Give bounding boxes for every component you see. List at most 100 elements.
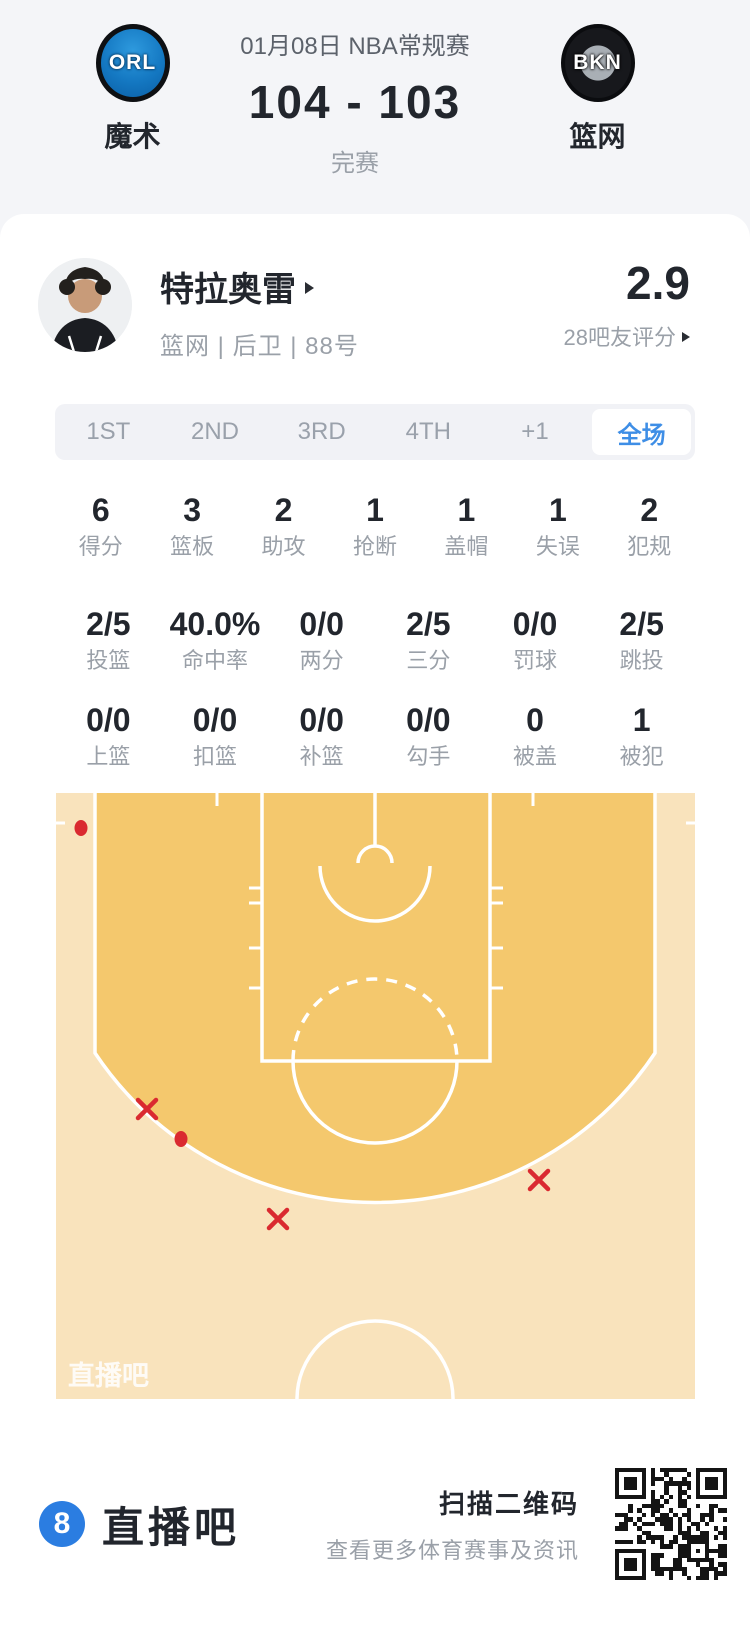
stat-label: 投篮 [86, 648, 131, 673]
stat-value: 2/5 [406, 606, 451, 642]
stat-label: 犯规 [627, 534, 672, 559]
player-stats-card: 特拉奥雷 篮网 | 后卫 | 88号 2.9 28吧友评分 1ST 2ND 3RD 4… [0, 214, 750, 1629]
stat-cell: 1 失误 [512, 493, 603, 559]
stat-value: 0/0 [192, 702, 238, 738]
stat-label: 命中率 [181, 648, 248, 673]
tab-full[interactable]: 全场 [592, 409, 691, 455]
qr-subtitle: 查看更多体育赛事及资讯 [325, 1537, 579, 1563]
stats-grid: 6 得分 3 篮板 2 助攻 1 抢断 1 盖帽 1 失误 2 犯规 2/5 投篮 40.0% 命中率 0/0 两分 2… [0, 493, 750, 769]
stat-cell: 1 被犯 [588, 703, 695, 769]
rim-arc [356, 844, 394, 864]
rating-value: 2.9 [626, 257, 690, 309]
away-team-name: 篮网 [569, 121, 626, 152]
stat-value: 2/5 [619, 606, 664, 642]
player-identity[interactable]: 特拉奥雷 篮网 | 后卫 | 88号 [160, 258, 359, 361]
stat-row: 0/0 上篮 0/0 扣篮 0/0 补篮 0/0 勾手 0 被盖 1 被犯 [0, 703, 750, 769]
rating-label-line[interactable]: 28吧友评分 [564, 320, 690, 352]
game-score: 104 - 103 [248, 76, 462, 128]
qr-code [615, 1468, 727, 1580]
stat-value: 0 [526, 702, 544, 738]
home-team-name: 魔术 [104, 121, 161, 152]
stat-value: 0/0 [512, 606, 558, 642]
stat-cell: 0/0 补篮 [268, 703, 375, 769]
stat-label: 被盖 [512, 744, 557, 769]
court-watermark: 直播吧 [68, 1361, 149, 1391]
stat-label: 盖帽 [444, 534, 489, 559]
qr-title: 扫描二维码 [438, 1488, 579, 1519]
player-avatar [38, 258, 132, 352]
shot-markers [74, 820, 551, 1231]
stat-value: 2 [640, 492, 659, 528]
stat-label: 篮板 [170, 534, 215, 559]
rating-label: 28吧友评分 [563, 325, 676, 350]
match-header: ORL 魔术 01月08日 NBA常规赛 104 - 103 完赛 BKN 篮网 [0, 0, 750, 214]
stat-label: 被犯 [619, 744, 664, 769]
stat-value: 2/5 [86, 606, 131, 642]
footer-brand: 直播吧 [102, 1503, 241, 1551]
stat-cell: 3 篮板 [146, 493, 237, 559]
stat-label: 扣篮 [192, 744, 237, 769]
stat-cell: 2/5 投篮 [55, 607, 162, 673]
app-footer: 8 直播吧 扫描二维码 查看更多体育赛事及资讯 [0, 1468, 750, 1580]
player-name-line[interactable]: 特拉奥雷 [160, 262, 359, 311]
stat-row: 2/5 投篮 40.0% 命中率 0/0 两分 2/5 三分 0/0 罚球 2/5 跳投 [0, 607, 750, 673]
rating-arrow-icon [682, 332, 690, 342]
stat-value: 0/0 [86, 702, 131, 738]
stat-cell: 0 被盖 [482, 703, 589, 769]
stat-value: 1 [457, 492, 476, 528]
free-throw-circle-dashed [291, 977, 459, 1062]
stat-label: 助攻 [261, 534, 306, 559]
stat-value: 1 [632, 702, 651, 738]
stat-label: 得分 [78, 534, 123, 559]
stat-value: 2 [274, 492, 293, 528]
tab-4th[interactable]: 4TH [375, 404, 482, 460]
stat-label: 三分 [406, 648, 451, 673]
lane-hash-marks [249, 886, 503, 990]
stat-cell: 2 助攻 [238, 493, 329, 559]
stat-cell: 0/0 两分 [268, 607, 375, 673]
shot-made-marker [174, 1131, 188, 1147]
stat-value: 40.0% [169, 606, 261, 642]
stat-value: 0/0 [406, 702, 451, 738]
stat-cell: 2/5 跳投 [588, 607, 695, 673]
stat-value: 0/0 [299, 702, 344, 738]
center-circle-arc [295, 1319, 455, 1399]
away-team: BKN 篮网 [475, 24, 720, 214]
home-team: ORL 魔术 [30, 24, 235, 214]
stat-cell: 1 盖帽 [421, 493, 512, 559]
stat-cell: 2 犯规 [604, 493, 695, 559]
tab-1st[interactable]: 1ST [55, 404, 162, 460]
player-meta: 篮网 | 后卫 | 88号 [160, 333, 359, 360]
three-point-line [93, 793, 657, 1205]
player-name: 特拉奥雷 [160, 271, 296, 309]
shot-missed-marker [135, 1097, 159, 1121]
stat-cell: 2/5 三分 [375, 607, 482, 673]
player-rating-block[interactable]: 2.9 28吧友评分 [564, 258, 690, 352]
tab-plus1[interactable]: +1 [482, 404, 589, 460]
stat-label: 跳投 [619, 648, 664, 673]
game-status: 完赛 [331, 150, 379, 177]
tab-2nd[interactable]: 2ND [162, 404, 269, 460]
zhibo8-logo-glyph: 8 [53, 1507, 71, 1540]
stat-label: 两分 [299, 648, 344, 673]
court-lines [56, 793, 695, 1399]
stat-cell: 0/0 扣篮 [162, 703, 269, 769]
stat-label: 抢断 [352, 534, 397, 559]
stat-label: 失误 [535, 534, 580, 559]
stat-row: 6 得分 3 篮板 2 助攻 1 抢断 1 盖帽 1 失误 2 犯规 [0, 493, 750, 559]
expand-arrow-icon [305, 282, 314, 294]
free-throw-circle-solid [291, 1060, 459, 1145]
tab-3rd[interactable]: 3RD [268, 404, 375, 460]
stat-label: 上篮 [86, 744, 131, 769]
stat-cell: 0/0 罚球 [482, 607, 589, 673]
paint-rect [260, 793, 492, 1063]
baseline-ticks [215, 793, 535, 806]
bkn-abbr: BKN [573, 51, 622, 74]
stat-cell: 40.0% 命中率 [162, 607, 269, 673]
score-block: 01月08日 NBA常规赛 104 - 103 完赛 [235, 24, 475, 214]
stat-value: 1 [548, 492, 567, 528]
stat-label: 勾手 [406, 744, 451, 769]
court-inside-arc-area [95, 793, 655, 1203]
stat-value: 6 [91, 492, 110, 528]
shot-missed-marker [266, 1207, 290, 1231]
